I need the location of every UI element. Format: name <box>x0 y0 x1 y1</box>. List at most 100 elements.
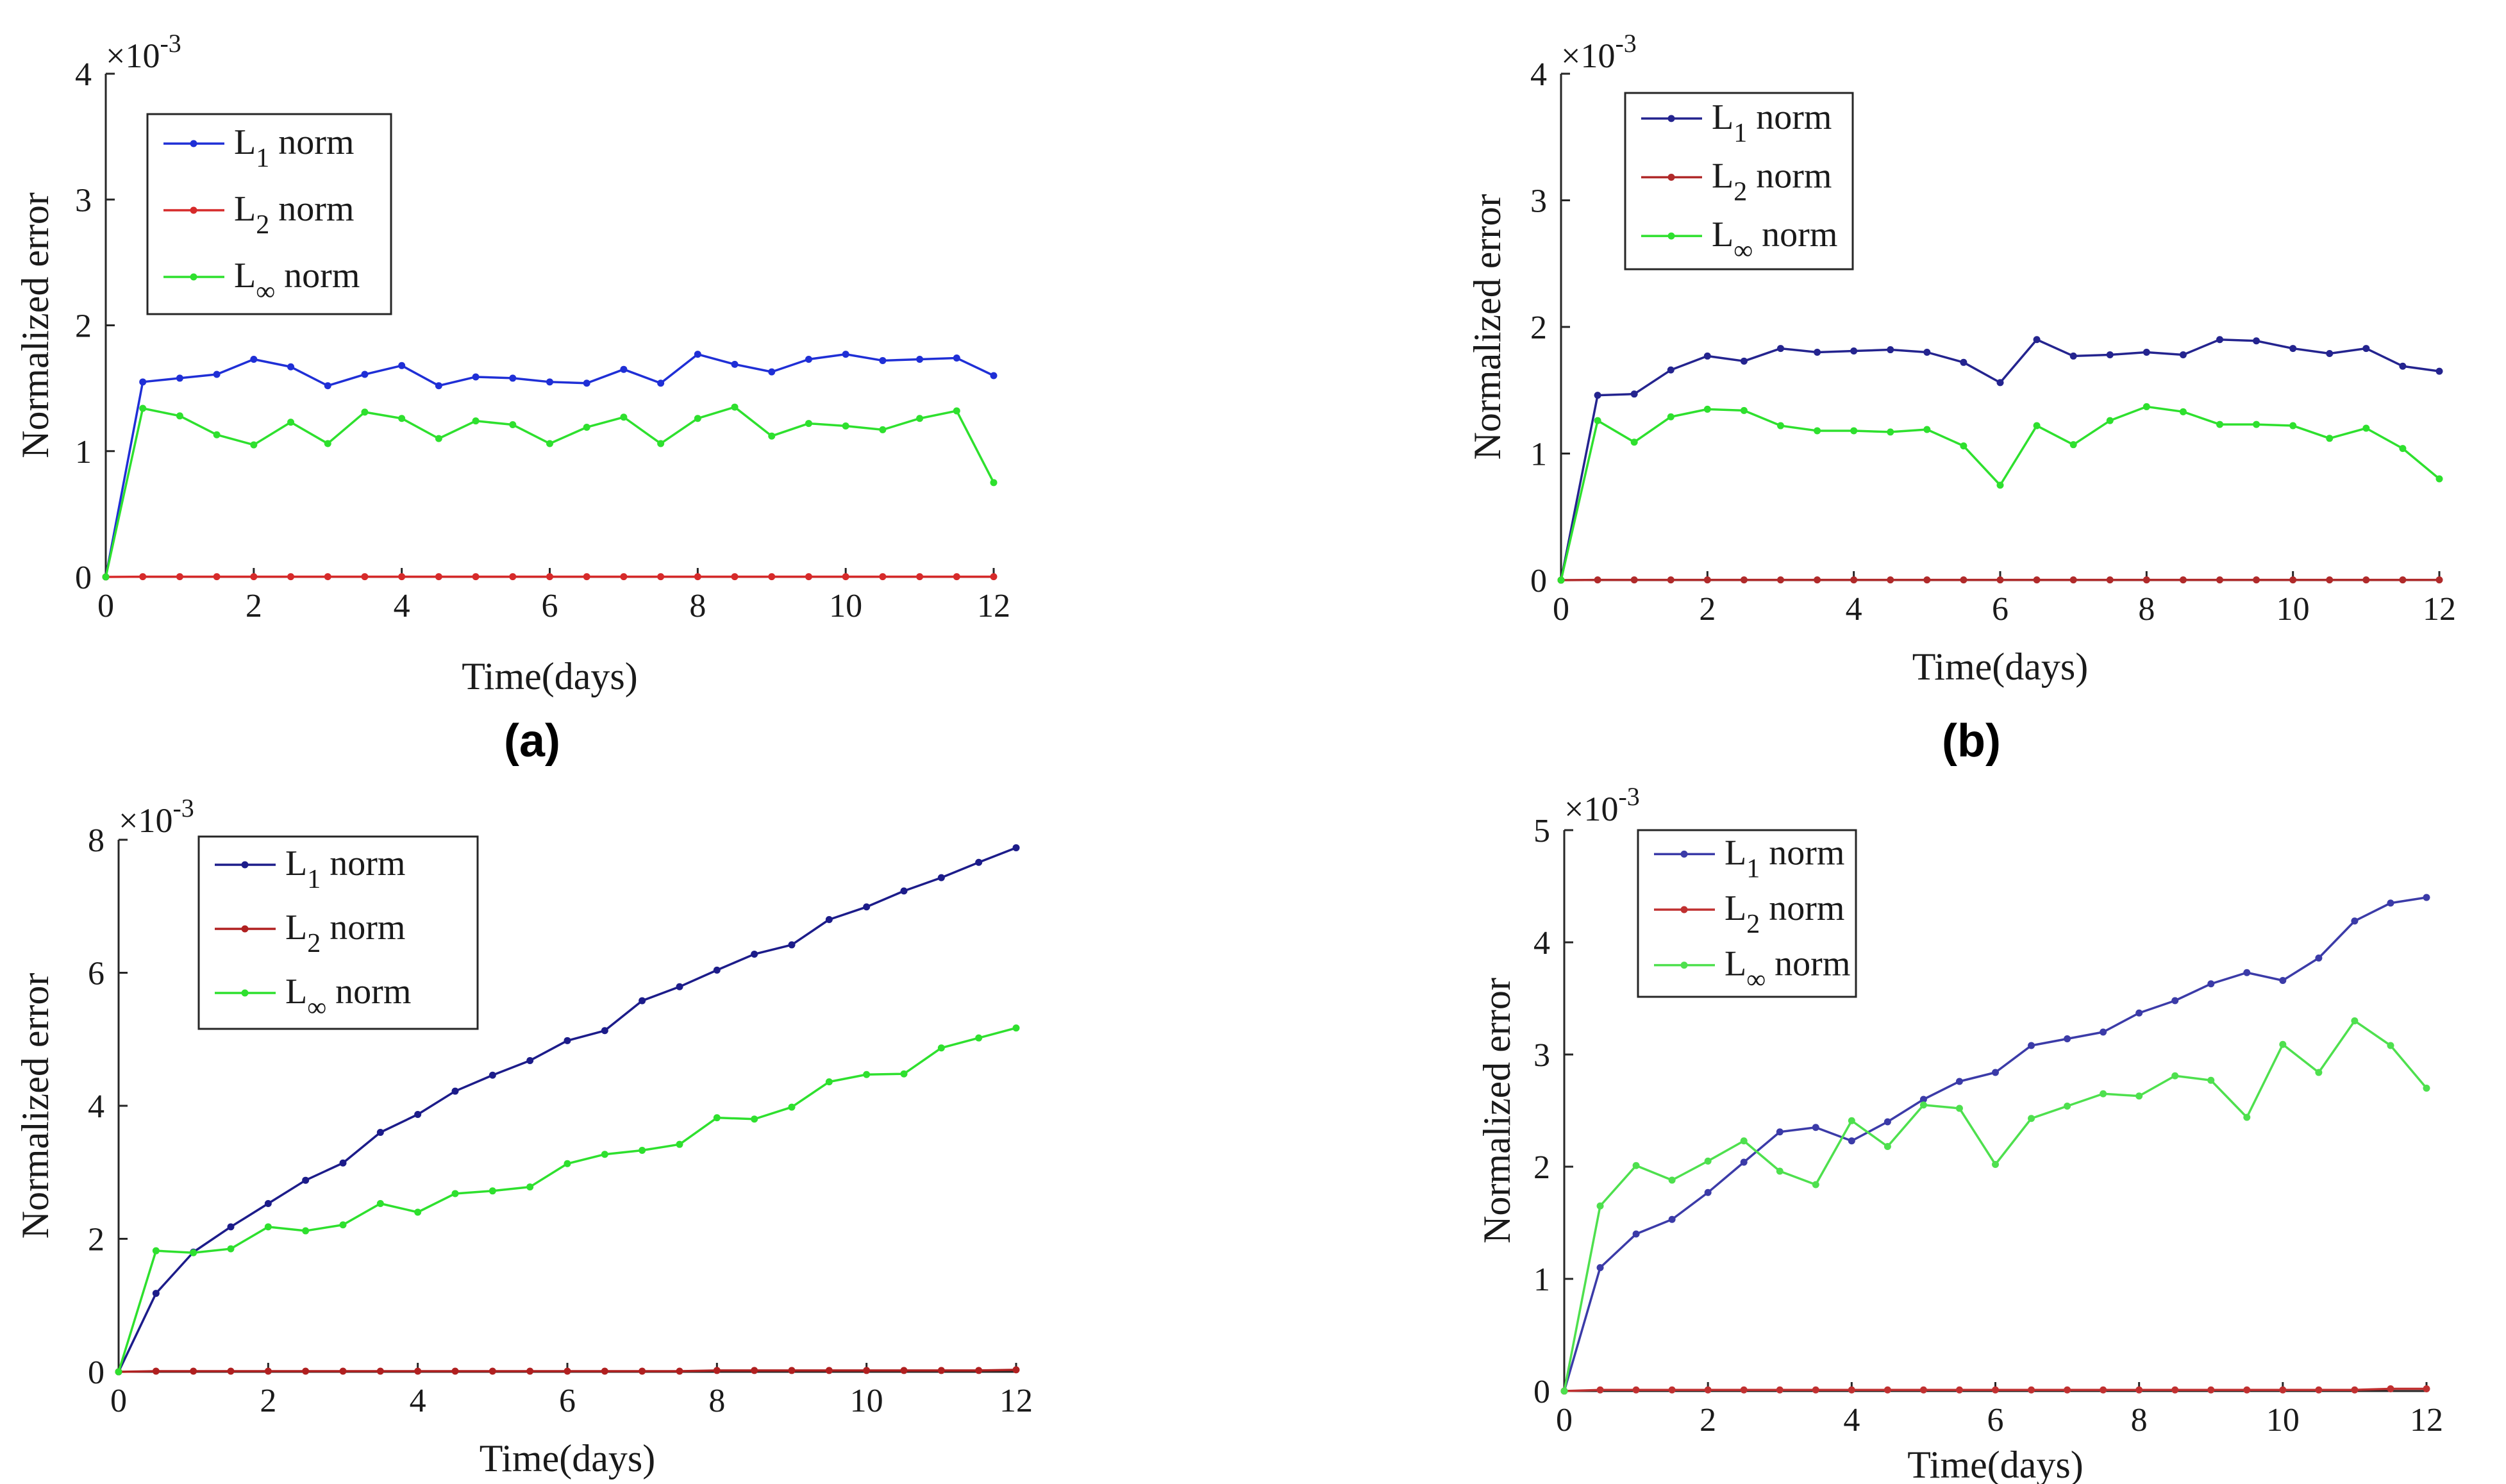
data-point <box>287 573 295 581</box>
data-point <box>213 431 221 438</box>
series-line-1 <box>1560 338 2440 581</box>
data-point <box>139 404 147 412</box>
legend-label-rest: norm <box>269 122 354 162</box>
legend-label-subscript: ∞ <box>1733 236 1753 265</box>
data-point <box>694 573 701 581</box>
data-point <box>583 423 590 431</box>
data-point <box>339 1221 347 1229</box>
data-point <box>1992 1069 1999 1076</box>
data-point <box>1848 1117 1855 1124</box>
data-point <box>676 1367 683 1375</box>
data-point <box>1594 392 1601 399</box>
data-point <box>2326 435 2334 442</box>
data-point <box>825 916 833 923</box>
data-point <box>1704 1188 1712 1196</box>
y-tick-label: 2 <box>1530 310 1547 346</box>
data-point <box>489 1187 496 1195</box>
data-point <box>1012 1024 1020 1032</box>
x-tick-label: 4 <box>1843 1402 1860 1438</box>
data-point <box>583 379 590 387</box>
data-point <box>768 573 776 581</box>
multiplier-base: ×10 <box>1561 37 1615 75</box>
y-tick-label: 4 <box>88 1088 104 1125</box>
x-tick-label: 6 <box>1992 591 2009 628</box>
data-point <box>1596 1386 1604 1394</box>
data-point <box>805 573 812 581</box>
data-point <box>1960 358 1967 366</box>
y-axis-label: Normalized error <box>1476 978 1518 1244</box>
x-axis-label: Time(days) <box>462 655 637 697</box>
legend-label-rest: norm <box>1760 833 1844 872</box>
legend-label: L2 norm <box>1712 156 1832 207</box>
legend-label-base: L <box>1712 156 1733 196</box>
data-point <box>1996 481 2004 489</box>
data-point <box>639 1147 646 1155</box>
data-point <box>825 1367 833 1374</box>
data-point <box>2387 899 2394 907</box>
x-tick-label: 0 <box>110 1383 127 1419</box>
panel-label: (a) <box>504 715 560 767</box>
data-point <box>152 1247 160 1255</box>
data-point <box>435 435 442 442</box>
data-point <box>2243 1386 2251 1394</box>
multiplier-exponent: -3 <box>1615 29 1636 58</box>
data-point <box>2279 1040 2287 1048</box>
data-point <box>2179 408 2187 415</box>
data-point <box>842 351 849 358</box>
legend-entry-3: L∞ norm <box>163 256 360 306</box>
data-point <box>2435 367 2443 375</box>
data-point <box>1740 406 1748 414</box>
data-point <box>2028 1115 2035 1122</box>
x-tick-label: 8 <box>708 1383 725 1419</box>
data-point <box>2143 403 2150 410</box>
data-point <box>451 1367 459 1375</box>
data-point <box>398 415 406 422</box>
x-tick-label: 8 <box>2138 591 2155 628</box>
data-point <box>1955 1078 1963 1085</box>
x-tick-label: 0 <box>97 588 114 624</box>
legend-label: L∞ norm <box>234 256 360 306</box>
data-point <box>2028 1386 2035 1394</box>
data-point <box>2423 1385 2430 1392</box>
y-tick-label: 3 <box>1530 183 1547 220</box>
legend-swatch-marker <box>241 925 249 933</box>
data-point <box>1594 576 1601 584</box>
data-point <box>937 1367 945 1374</box>
data-point <box>601 1367 608 1375</box>
data-point <box>2207 1076 2215 1084</box>
data-point <box>472 373 480 381</box>
data-point <box>526 1056 534 1064</box>
data-point <box>953 573 960 581</box>
data-point <box>1884 1118 1891 1126</box>
legend-entry-1: L1 norm <box>1641 97 1832 148</box>
data-point <box>583 573 590 581</box>
legend-entry-2: L2 norm <box>1641 156 1832 207</box>
data-point <box>1667 366 1675 374</box>
data-point <box>287 419 295 426</box>
data-point <box>250 573 258 581</box>
data-point <box>414 1110 422 1118</box>
y-tick-label: 1 <box>75 434 92 471</box>
legend-label-subscript: ∞ <box>256 277 275 306</box>
x-tick-label: 4 <box>1846 591 1862 628</box>
data-point <box>713 1114 721 1122</box>
data-point <box>2106 417 2114 424</box>
data-point <box>190 1249 197 1256</box>
data-point <box>2143 576 2150 584</box>
legend-swatch-marker <box>241 989 249 997</box>
multiplier-base: ×10 <box>119 801 172 840</box>
data-point <box>398 362 406 369</box>
data-point <box>2143 349 2150 356</box>
y-tick-label: 4 <box>1530 56 1547 93</box>
data-point <box>1955 1105 1963 1112</box>
x-tick-label: 2 <box>1700 1402 1716 1438</box>
data-point <box>2216 336 2223 344</box>
data-point <box>2135 1009 2143 1017</box>
data-point <box>990 372 998 379</box>
data-point <box>1596 1202 1604 1210</box>
data-point <box>639 1367 646 1375</box>
x-tick-label: 0 <box>1556 1402 1573 1438</box>
